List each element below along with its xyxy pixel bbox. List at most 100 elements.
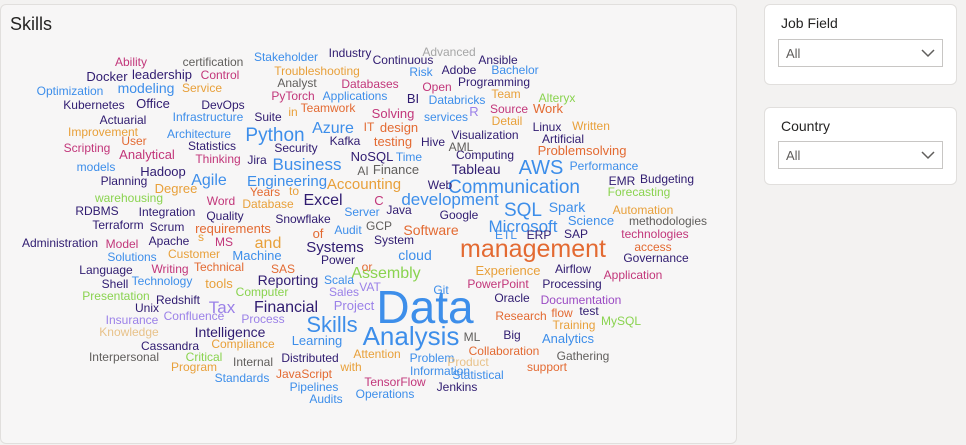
word-cloud-word: Improvement [68, 125, 139, 139]
word-cloud-word: Degree [155, 181, 198, 196]
word-cloud-word: Databases [341, 77, 398, 91]
word-cloud-word: Technology [132, 274, 193, 288]
word-cloud-word: Hadoop [140, 164, 186, 179]
word-cloud-word: Experience [475, 263, 540, 278]
word-cloud-word: test [579, 304, 599, 318]
job-field-filter: Job Field All [764, 4, 957, 85]
word-cloud-word: Docker [86, 69, 128, 84]
word-cloud-word: Assembly [351, 265, 420, 282]
word-cloud-word: EMR [609, 174, 636, 188]
word-cloud-word: Web [428, 178, 453, 192]
job-field-dropdown[interactable]: All [778, 39, 943, 67]
word-cloud-word: ERP [527, 228, 552, 242]
word-cloud-word: Gathering [557, 349, 610, 363]
word-cloud-word: Solving [372, 106, 415, 121]
word-cloud-word: Attention [353, 347, 400, 361]
word-cloud-word: testing [374, 134, 412, 149]
word-cloud-word: Agile [191, 172, 227, 189]
word-cloud-word: Visualization [451, 128, 518, 142]
word-cloud-word: Years [250, 185, 280, 199]
word-cloud-word: Optimization [37, 84, 104, 98]
word-cloud-word: System [374, 233, 414, 247]
word-cloud-word: RDBMS [75, 204, 118, 218]
word-cloud-word: Scripting [64, 141, 111, 155]
word-cloud-word: Product [447, 355, 489, 369]
word-cloud-word: Oracle [494, 291, 530, 305]
word-cloud-word: Python [245, 125, 304, 146]
word-cloud-word: Application [604, 268, 663, 282]
word-cloud-word: ETL [495, 228, 517, 242]
word-cloud-word: Communication [448, 177, 580, 198]
country-dropdown[interactable]: All [778, 141, 943, 169]
word-cloud-word: NoSQL [351, 149, 394, 164]
word-cloud-word: certification [183, 55, 244, 69]
filter-title: Job Field [781, 15, 838, 31]
word-cloud-word: Azure [312, 120, 354, 137]
word-cloud-word: Customer [168, 247, 220, 261]
word-cloud-word: GCP [366, 219, 392, 233]
word-cloud-word: Risk [409, 65, 433, 79]
word-cloud-word: Machine [232, 248, 281, 263]
word-cloud-word: Work [533, 101, 564, 116]
word-cloud-word: design [380, 120, 418, 135]
word-cloud-word: Administration [22, 236, 98, 250]
word-cloud-word: Research [495, 309, 546, 323]
word-cloud-word: Bachelor [491, 63, 538, 77]
word-cloud-word: Unix [135, 301, 159, 315]
word-cloud-word: Artificial [542, 132, 584, 146]
word-cloud-word: Writing [151, 262, 188, 276]
word-cloud-word: BI [407, 91, 419, 106]
word-cloud-word: Interpersonal [89, 350, 159, 364]
word-cloud-word: Pipelines [290, 380, 339, 394]
word-cloud-word: Skills [306, 312, 357, 337]
word-cloud-word: Snowflake [275, 212, 331, 226]
word-cloud-word: AI [357, 164, 368, 178]
word-cloud-word: leadership [132, 67, 192, 82]
word-cloud-word: Business [273, 155, 342, 174]
word-cloud-word: Alteryx [539, 91, 576, 105]
word-cloud-word: Insurance [106, 313, 159, 327]
word-cloud-word: TensorFlow [364, 375, 426, 389]
word-cloud-word: Tableau [451, 161, 500, 177]
word-cloud-word: development [401, 190, 499, 209]
word-cloud-word: Internal [233, 355, 273, 369]
word-cloud-word: PowerPoint [467, 277, 529, 291]
word-cloud-word: R [469, 104, 478, 119]
word-cloud-word: Performance [570, 159, 639, 173]
word-cloud-word: Teamwork [301, 101, 357, 115]
word-cloud-word: Financial [254, 299, 318, 316]
word-cloud-word: Tax [209, 298, 236, 317]
word-cloud-word: VAT [359, 280, 381, 294]
word-cloud-word: services [424, 110, 468, 124]
word-cloud-word: Software [403, 222, 458, 238]
word-cloud-word: IT [364, 120, 375, 134]
dropdown-value: All [786, 46, 801, 61]
word-cloud-word: Linux [533, 120, 562, 134]
word-cloud-word: Engineering [247, 173, 327, 190]
word-cloud-word: Analytical [119, 147, 175, 162]
word-cloud-word: Ability [115, 55, 147, 69]
word-cloud-word: Analysis [363, 321, 460, 351]
word-cloud-word: management [460, 235, 606, 263]
word-cloud-word: Spark [549, 199, 587, 215]
word-cloud-word: s [198, 230, 204, 244]
word-cloud-word: Solutions [107, 250, 156, 264]
word-cloud-word: requirements [195, 221, 271, 236]
word-cloud-word: Integration [139, 205, 196, 219]
word-cloud-word: Ansible [478, 53, 518, 67]
word-cloud-word: DevOps [201, 98, 244, 112]
word-cloud-word: JavaScript [276, 367, 333, 381]
word-cloud-word: User [121, 134, 146, 148]
word-cloud-word: Problemsolving [538, 143, 627, 158]
word-cloud-word: Team [491, 87, 520, 101]
word-cloud-word: Governance [623, 251, 689, 265]
word-cloud-word: Intelligence [195, 324, 266, 340]
word-cloud-word: Analyst [277, 76, 317, 90]
word-cloud-word: Server [344, 205, 379, 219]
word-cloud-word: SAS [271, 262, 295, 276]
word-cloud-word: with [339, 360, 361, 374]
word-cloud-word: Open [422, 80, 451, 94]
word-cloud-word: Big [503, 328, 520, 342]
word-cloud-word: Source [490, 102, 528, 116]
